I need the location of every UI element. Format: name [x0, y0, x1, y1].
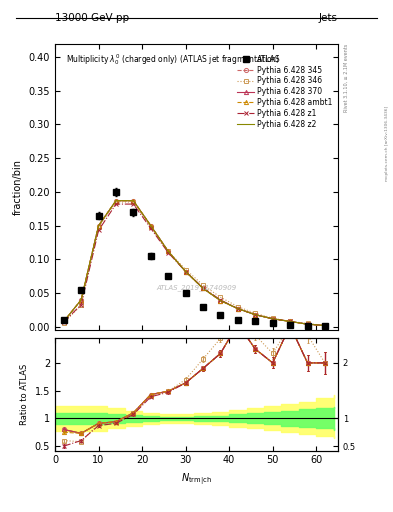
- Text: Rivet 3.1.10, ≥ 2.1M events: Rivet 3.1.10, ≥ 2.1M events: [343, 44, 349, 112]
- Text: 13000 GeV pp: 13000 GeV pp: [55, 13, 129, 23]
- Text: Multiplicity $\lambda_0^0$ (charged only) (ATLAS jet fragmentation): Multiplicity $\lambda_0^0$ (charged only…: [66, 52, 280, 67]
- Y-axis label: Ratio to ATLAS: Ratio to ATLAS: [20, 364, 29, 425]
- Text: mcplots.cern.ch [arXiv:1306.3436]: mcplots.cern.ch [arXiv:1306.3436]: [385, 106, 389, 181]
- X-axis label: $N_{\mathrm{trm|ch}}$: $N_{\mathrm{trm|ch}}$: [181, 471, 212, 487]
- Y-axis label: fraction/bin: fraction/bin: [13, 159, 23, 215]
- Text: ATLAS_2019_I1740909: ATLAS_2019_I1740909: [156, 284, 237, 291]
- Legend: ATLAS, Pythia 6.428 345, Pythia 6.428 346, Pythia 6.428 370, Pythia 6.428 ambt1,: ATLAS, Pythia 6.428 345, Pythia 6.428 34…: [236, 53, 334, 131]
- Text: Jets: Jets: [319, 13, 338, 23]
